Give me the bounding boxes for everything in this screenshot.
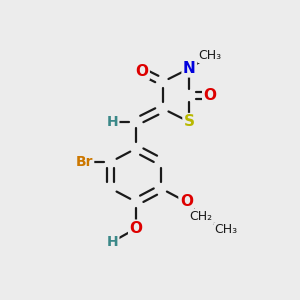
Text: N: N: [183, 61, 196, 76]
Text: CH₂: CH₂: [190, 210, 213, 223]
Text: Br: Br: [75, 155, 93, 169]
Text: O: O: [135, 64, 148, 79]
Text: S: S: [184, 114, 195, 129]
Text: O: O: [203, 88, 217, 103]
Text: O: O: [130, 221, 142, 236]
Text: H: H: [106, 115, 118, 129]
Text: O: O: [180, 194, 193, 209]
Text: CH₃: CH₃: [215, 224, 238, 236]
Text: H: H: [106, 235, 118, 249]
Text: CH₃: CH₃: [199, 49, 222, 62]
